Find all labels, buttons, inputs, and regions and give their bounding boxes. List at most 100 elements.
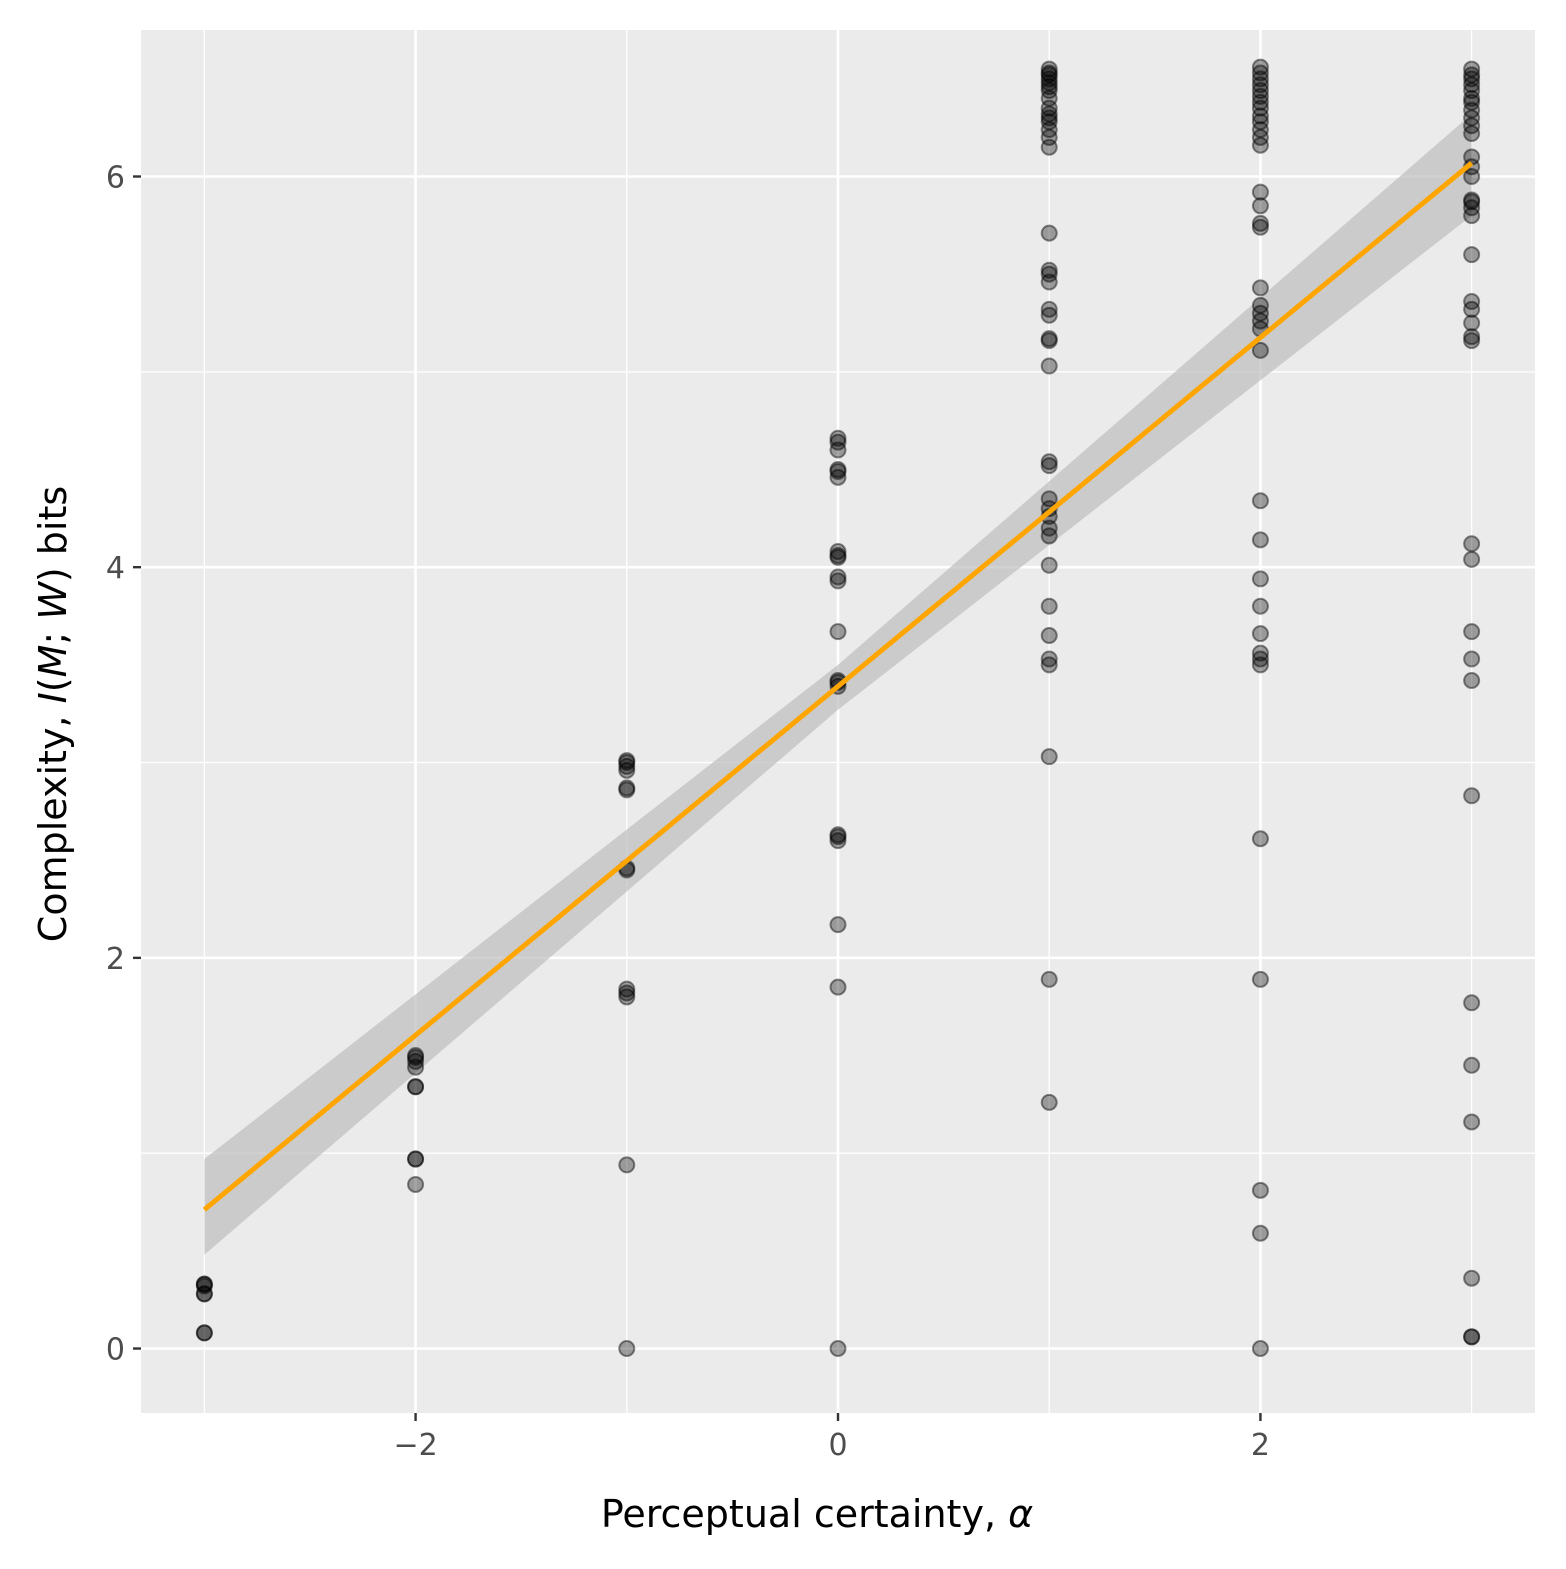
data-point [1463, 101, 1481, 119]
data-point [407, 1078, 425, 1096]
data-point [1463, 293, 1481, 311]
data-point [829, 978, 847, 996]
data-point [1251, 214, 1269, 232]
data-point [1251, 296, 1269, 314]
data-point [1040, 332, 1058, 350]
data-point [618, 1340, 636, 1358]
data-point [407, 1078, 425, 1096]
x-axis-ticks: −2 0 2 [393, 1413, 1270, 1463]
data-point [1251, 1340, 1269, 1358]
data-point [1040, 519, 1058, 537]
data-point [1463, 671, 1481, 689]
data-point [1251, 70, 1269, 88]
data-point [1463, 1269, 1481, 1287]
data-point [1463, 199, 1481, 217]
data-point [1251, 570, 1269, 588]
regression-line [202, 161, 1474, 1212]
data-point [407, 1052, 425, 1070]
data-point [829, 543, 847, 561]
data-point [1040, 656, 1058, 674]
data-point [1251, 64, 1269, 82]
data-point [1251, 970, 1269, 988]
x-tick-label: 2 [1251, 1428, 1270, 1463]
data-point [1040, 300, 1058, 318]
data-point [407, 1048, 425, 1066]
y-tick-label: 2 [106, 942, 125, 977]
data-point [618, 754, 636, 772]
data-point [1463, 82, 1481, 100]
data-point [1463, 332, 1481, 350]
data-point [1251, 656, 1269, 674]
data-point [1251, 136, 1269, 154]
data-point [1463, 89, 1481, 107]
data-point [1040, 457, 1058, 475]
data-point [618, 988, 636, 1006]
data-point [1040, 224, 1058, 242]
data-point [1040, 597, 1058, 615]
data-point [1251, 107, 1269, 125]
data-point [1251, 279, 1269, 297]
data-point [1463, 109, 1481, 127]
data-point [1040, 265, 1058, 283]
data-point [1463, 60, 1481, 78]
data-point [618, 757, 636, 775]
y-tick-label: 4 [106, 551, 125, 586]
data-point [1251, 650, 1269, 668]
data-point [1251, 492, 1269, 510]
data-point [1040, 109, 1058, 127]
data-point [829, 572, 847, 590]
data-point [1463, 246, 1481, 264]
data-point [1040, 357, 1058, 375]
data-point [1040, 138, 1058, 156]
data-point [1040, 273, 1058, 291]
data-point [195, 1275, 213, 1293]
data-point [1251, 99, 1269, 117]
data-point [1463, 76, 1481, 94]
data-point [829, 1340, 847, 1358]
data-point [1040, 66, 1058, 84]
data-point [618, 781, 636, 799]
data-point [1040, 261, 1058, 279]
y-tick-label: 6 [106, 161, 125, 196]
data-point [1040, 627, 1058, 645]
data-point [829, 429, 847, 447]
data-point [1251, 341, 1269, 359]
data-point [195, 1285, 213, 1303]
data-point [829, 826, 847, 844]
data-point [1463, 193, 1481, 211]
data-point [1040, 60, 1058, 78]
x-tick-label: −2 [393, 1428, 437, 1463]
data-point [1251, 58, 1269, 76]
data-point [1463, 314, 1481, 332]
data-point [1251, 82, 1269, 100]
data-point [618, 752, 636, 770]
data-point [1463, 535, 1481, 553]
data-point [1251, 183, 1269, 201]
data-point [1463, 117, 1481, 135]
y-tick-label: 0 [106, 1333, 125, 1368]
data-point [1251, 121, 1269, 139]
data-point [618, 984, 636, 1002]
data-point [1463, 994, 1481, 1012]
data-point [1040, 330, 1058, 348]
data-point [1251, 218, 1269, 236]
data-point [829, 546, 847, 564]
data-point [195, 1324, 213, 1342]
data-point [829, 548, 847, 566]
data-point [829, 568, 847, 586]
data-point [407, 1047, 425, 1065]
data-point [1040, 650, 1058, 668]
data-point [829, 433, 847, 451]
data-point [829, 441, 847, 459]
data-point [1251, 644, 1269, 662]
data-point [829, 468, 847, 486]
data-point [1040, 113, 1058, 131]
data-point [1463, 328, 1481, 346]
data-point [1463, 1328, 1481, 1346]
data-point [1463, 70, 1481, 88]
y-axis-title: Complexity, I(M; W) bits [31, 486, 75, 942]
data-point [1251, 312, 1269, 330]
data-point [1040, 490, 1058, 508]
data-point [1251, 93, 1269, 111]
data-point [407, 1150, 425, 1168]
